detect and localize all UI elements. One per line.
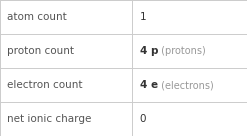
Text: electron count: electron count: [7, 80, 83, 90]
Text: 0: 0: [140, 114, 146, 124]
Text: net ionic charge: net ionic charge: [7, 114, 92, 124]
Text: proton count: proton count: [7, 46, 74, 56]
Text: 4 e: 4 e: [140, 80, 158, 90]
Text: 1: 1: [140, 12, 146, 22]
Text: (electrons): (electrons): [158, 80, 213, 90]
Text: 4 p: 4 p: [140, 46, 158, 56]
Text: (protons): (protons): [158, 46, 206, 56]
Text: atom count: atom count: [7, 12, 67, 22]
